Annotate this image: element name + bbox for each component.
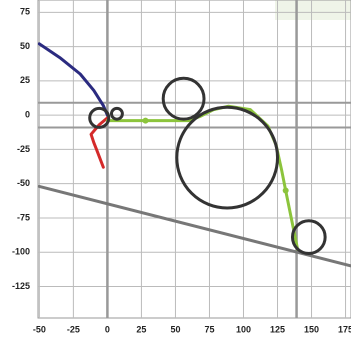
curve [37, 42, 109, 117]
x-tick-label: 100 [236, 324, 251, 334]
y-tick-label: -75 [17, 212, 30, 222]
y-tick-label: -25 [17, 144, 30, 154]
x-tick-label: 0 [105, 324, 110, 334]
x-tick-label: 50 [170, 324, 180, 334]
circle [161, 76, 206, 121]
x-tick-label: 125 [270, 324, 285, 334]
y-tick-label: 25 [20, 75, 30, 85]
point-marker [142, 117, 149, 124]
plot-area [37, 0, 351, 319]
curve [89, 116, 109, 169]
x-tick-label: -25 [67, 324, 80, 334]
x-tick-label: 25 [136, 324, 146, 334]
circle [88, 106, 111, 129]
circle [290, 219, 327, 255]
x-tick-label: 150 [304, 324, 319, 334]
y-tick-label: -100 [12, 247, 30, 257]
circle [109, 106, 124, 121]
x-tick-label: 75 [204, 324, 214, 334]
point-marker [282, 187, 289, 194]
circle [175, 105, 280, 210]
background-image [275, 0, 351, 20]
y-tick-label: 50 [20, 41, 30, 51]
y-tick-label: 0 [25, 110, 30, 120]
y-tick-label: 75 [20, 7, 30, 17]
x-tick-label: 175 [338, 324, 351, 334]
y-tick-label: -50 [17, 178, 30, 188]
x-tick-label: -50 [33, 324, 46, 334]
y-tick-label: -125 [12, 281, 30, 291]
curve [37, 184, 351, 268]
